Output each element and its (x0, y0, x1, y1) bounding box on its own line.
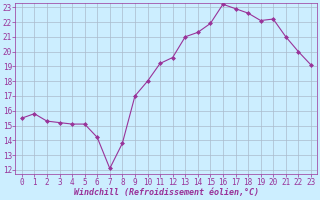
X-axis label: Windchill (Refroidissement éolien,°C): Windchill (Refroidissement éolien,°C) (74, 188, 259, 197)
